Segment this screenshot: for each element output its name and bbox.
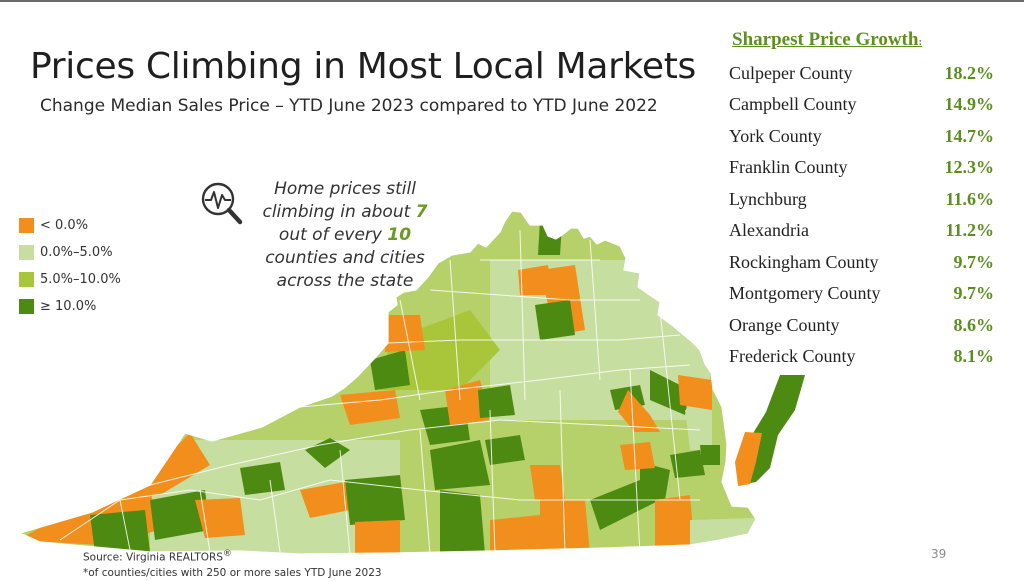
- growth-row: Alexandria 11.2%: [729, 220, 994, 240]
- growth-row: Campbell County 14.9%: [729, 94, 994, 114]
- legend-label: ≥ 10.0%: [40, 299, 97, 314]
- map-legend: < 0.0% 0.0%–5.0% 5.0%–10.0% ≥ 10.0%: [19, 212, 121, 320]
- county-borders: [59, 229, 701, 554]
- county-fills: [20, 211, 756, 554]
- legend-label: 0.0%–5.0%: [40, 245, 113, 260]
- legend-swatch: [19, 299, 34, 314]
- legend-swatch: [19, 218, 34, 233]
- callout-number: 7: [415, 202, 428, 222]
- source-note: Source: Virginia REALTORS® *of counties/…: [83, 549, 382, 579]
- magnifier-pulse-icon: [201, 182, 243, 225]
- legend-swatch: [19, 245, 34, 260]
- top-rule: [0, 0, 1024, 2]
- callout-number: 10: [387, 225, 412, 245]
- page-title: Prices Climbing in Most Local Markets: [30, 46, 697, 87]
- page-subtitle: Change Median Sales Price – YTD June 202…: [40, 96, 658, 116]
- legend-swatch: [19, 272, 34, 287]
- legend-label: < 0.0%: [40, 218, 89, 233]
- legend-item-mid: 5.0%–10.0%: [19, 266, 121, 293]
- growth-row: Rockingham County 9.7%: [729, 252, 994, 272]
- growth-row: Frederick County 8.1%: [729, 346, 994, 366]
- legend-item-high: ≥ 10.0%: [19, 293, 121, 320]
- eastern-shore: [745, 375, 805, 484]
- growth-row: York County 14.7%: [729, 126, 994, 146]
- legend-item-low: 0.0%–5.0%: [19, 239, 121, 266]
- callout: Home prices still climbing in about 7 ou…: [194, 178, 444, 296]
- growth-row: Orange County 8.6%: [729, 315, 994, 335]
- growth-row: Franklin County 12.3%: [729, 157, 994, 177]
- growth-row: Culpeper County 18.2%: [729, 63, 994, 83]
- virginia-choropleth-map: [18, 210, 805, 555]
- eastern-shore-south: [735, 432, 762, 486]
- state-outline: [18, 210, 757, 555]
- growth-heading: Sharpest Price Growth:: [732, 29, 923, 50]
- growth-row: Lynchburg 11.6%: [729, 189, 994, 209]
- page-number: 39: [931, 547, 947, 561]
- growth-row: Montgomery County 9.7%: [729, 283, 994, 303]
- callout-text: Home prices still climbing in about 7 ou…: [262, 179, 428, 291]
- legend-item-decline: < 0.0%: [19, 212, 121, 239]
- legend-label: 5.0%–10.0%: [40, 272, 121, 287]
